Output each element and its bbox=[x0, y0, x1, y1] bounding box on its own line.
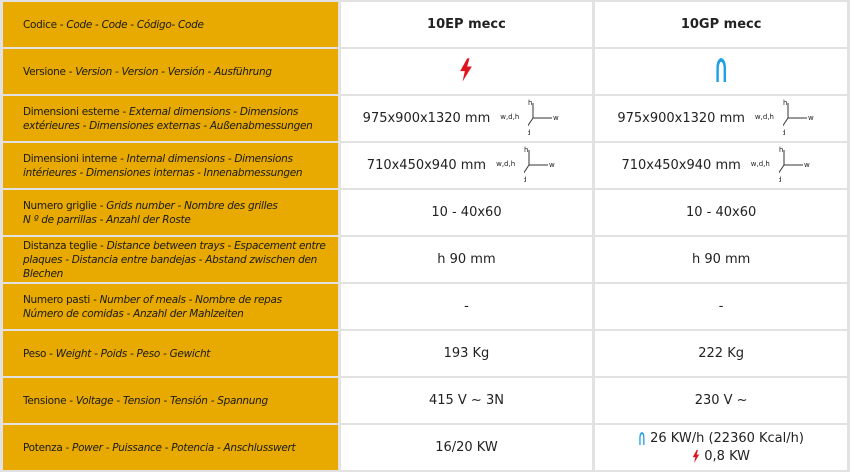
row-label: Numero griglie - Grids number - Nombre d… bbox=[3, 190, 338, 235]
spec-table: Codice - Code - Code - Código- Code 10EP … bbox=[3, 2, 847, 472]
value-cell: 230 V ~ bbox=[595, 378, 847, 423]
spec-row: Numero pasti - Number of meals - Nombre … bbox=[3, 284, 847, 329]
lightning-bolt-icon bbox=[459, 57, 473, 86]
row-label: Versione - Version - Version - Versión -… bbox=[3, 49, 338, 94]
row-label: Distanza teglie - Distance between trays… bbox=[3, 237, 338, 282]
model-header: 10GP mecc bbox=[595, 2, 847, 47]
value-cell: 415 V ~ 3N bbox=[340, 378, 593, 423]
svg-text:d: d bbox=[524, 176, 526, 184]
spec-row: Numero griglie - Grids number - Nombre d… bbox=[3, 190, 847, 235]
row-label: Codice - Code - Code - Código- Code bbox=[3, 2, 338, 47]
svg-text:w: w bbox=[549, 161, 555, 169]
spec-row: Peso - Weight - Poids - Peso - Gewicht 19… bbox=[3, 331, 847, 376]
power-cell: 26 KW/h (22360 Kcal/h) 0,8 KW bbox=[595, 425, 847, 470]
row-label: Peso - Weight - Poids - Peso - Gewicht bbox=[3, 331, 338, 376]
gas-flame-icon bbox=[638, 432, 646, 445]
spec-row: Dimensioni esterne - External dimensions… bbox=[3, 96, 847, 141]
value-cell: 16/20 KW bbox=[340, 425, 593, 470]
value-cell: 710x450x940 mm w,d,h h w d bbox=[340, 143, 593, 188]
spec-row: Dimensioni interne - Internal dimensions… bbox=[3, 143, 847, 188]
value-cell: 710x450x940 mm w,d,h h w d bbox=[595, 143, 847, 188]
version-cell bbox=[595, 49, 847, 94]
value-cell: - bbox=[595, 284, 847, 329]
value-cell: 193 Kg bbox=[340, 331, 593, 376]
spec-row: Versione - Version - Version - Versión -… bbox=[3, 49, 847, 94]
value-cell: 10 - 40x60 bbox=[340, 190, 593, 235]
svg-text:w: w bbox=[808, 114, 814, 122]
dimension-axes-icon: w,d,h h w d bbox=[500, 99, 559, 137]
value-cell: 975x900x1320 mm w,d,h h w d bbox=[595, 96, 847, 141]
dimension-axes-icon: w,d,h h w d bbox=[496, 146, 555, 184]
spec-row: Tensione - Voltage - Tension - Tensión -… bbox=[3, 378, 847, 423]
value-cell: 975x900x1320 mm w,d,h h w d bbox=[340, 96, 593, 141]
value-cell: h 90 mm bbox=[595, 237, 847, 282]
svg-text:h: h bbox=[783, 99, 787, 107]
gas-flame-icon bbox=[714, 57, 728, 86]
row-label: Numero pasti - Number of meals - Nombre … bbox=[3, 284, 338, 329]
lightning-bolt-icon bbox=[692, 450, 700, 463]
row-label: Potenza - Power - Puissance - Potencia -… bbox=[3, 425, 338, 470]
svg-text:d: d bbox=[528, 129, 530, 137]
version-cell bbox=[340, 49, 593, 94]
row-label: Tensione - Voltage - Tension - Tensión -… bbox=[3, 378, 338, 423]
spec-row: Codice - Code - Code - Código- Code 10EP … bbox=[3, 2, 847, 47]
svg-text:h: h bbox=[524, 146, 528, 154]
value-cell: h 90 mm bbox=[340, 237, 593, 282]
model-header: 10EP mecc bbox=[340, 2, 593, 47]
svg-text:w: w bbox=[553, 114, 559, 122]
spec-row: Distanza teglie - Distance between trays… bbox=[3, 237, 847, 282]
row-label: Dimensioni interne - Internal dimensions… bbox=[3, 143, 338, 188]
value-cell: 10 - 40x60 bbox=[595, 190, 847, 235]
dimension-axes-icon: w,d,h h w d bbox=[754, 99, 814, 137]
svg-text:h: h bbox=[779, 146, 783, 154]
value-cell: 222 Kg bbox=[595, 331, 847, 376]
svg-text:w: w bbox=[804, 161, 810, 169]
value-cell: - bbox=[340, 284, 593, 329]
dimension-axes-icon: w,d,h h w d bbox=[750, 146, 810, 184]
row-label: Dimensioni esterne - External dimensions… bbox=[3, 96, 338, 141]
svg-text:d: d bbox=[783, 129, 785, 137]
svg-text:h: h bbox=[528, 99, 532, 107]
spec-row: Potenza - Power - Puissance - Potencia -… bbox=[3, 425, 847, 470]
svg-text:d: d bbox=[779, 176, 781, 184]
